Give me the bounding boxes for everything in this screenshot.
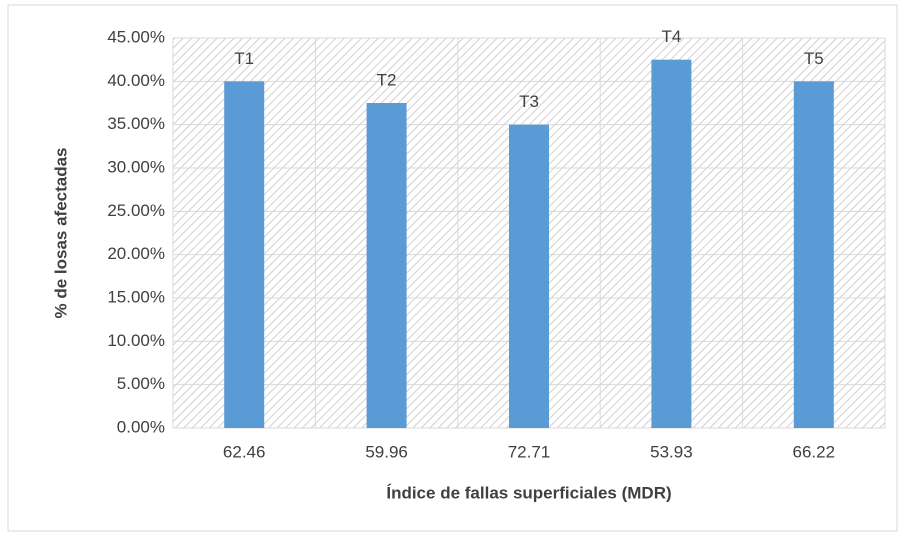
bar [651,59,692,429]
y-axis-title: % de losas afectadas [51,147,70,318]
y-tick-label: 10.00% [107,331,165,350]
x-tick-label: 72.71 [508,442,551,461]
x-tick-label: 66.22 [793,442,836,461]
bar [793,81,834,428]
y-tick-label: 45.00% [107,27,165,46]
data-label: T3 [519,92,539,111]
x-tick-label: 59.96 [365,442,408,461]
y-tick-label: 30.00% [107,157,165,176]
y-tick-label: 15.00% [107,287,165,306]
bar [224,81,265,428]
y-tick-label: 40.00% [107,71,165,90]
y-tick-label: 25.00% [107,201,165,220]
y-tick-label: 35.00% [107,114,165,133]
bar [366,103,407,428]
data-label: T1 [234,49,254,68]
data-label: T4 [661,27,681,46]
y-tick-label: 5.00% [117,374,165,393]
x-tick-label: 62.46 [223,442,266,461]
bar [509,124,549,429]
y-tick-label: 20.00% [107,244,165,263]
data-label: T5 [804,49,824,68]
x-axis-title: Índice de fallas superficiales (MDR) [386,483,671,502]
y-tick-label: 0.00% [117,417,165,436]
data-label: T2 [377,70,397,89]
x-tick-label: 53.93 [650,442,693,461]
